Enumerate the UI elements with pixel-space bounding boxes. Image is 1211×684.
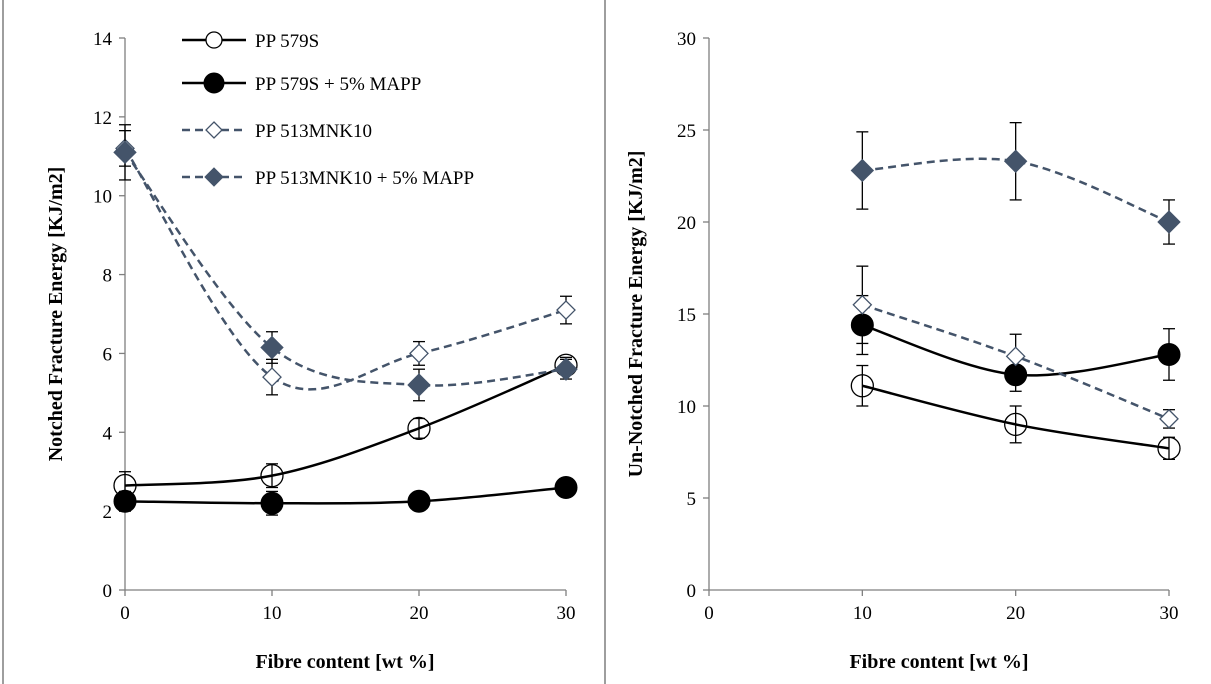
data-point-filled-circle [260,491,284,515]
data-point-open-diamond [409,343,429,364]
data-point-filled-circle [407,489,431,513]
data-point-filled-circle [113,489,137,513]
y-tick-label: 0 [687,581,697,602]
series-line [123,147,567,391]
legend: PP 579S PP 579S + 5% MAPP PP 513MNK10 PP… [182,31,474,189]
series-line [124,364,567,487]
data-point-filled-circle [1157,342,1181,366]
y-axis-title: Un-Notched Fracture Energy [KJ/m2] [625,151,647,478]
y-tick-label: 20 [677,213,696,234]
legend-marker-open-circle [205,31,223,49]
x-tick-label: 30 [557,603,576,624]
data-point-filled-diamond [1003,149,1028,173]
y-tick-label: 4 [103,423,113,444]
data-point-filled-circle [554,475,578,499]
data-point-open-circle [850,374,874,398]
x-axis-title: Fibre content [wt %] [849,651,1028,673]
x-tick-label: 20 [410,603,429,624]
legend-item-pp-513mnk10-mapp: PP 513MNK10 + 5% MAPP [182,167,474,189]
legend-item-pp-579s: PP 579S [182,31,319,52]
series-3 [852,265,1179,429]
data-point-filled-diamond [260,335,284,360]
y-tick-label: 2 [103,502,113,523]
series-4 [113,124,578,402]
series-line [124,486,567,505]
legend-label-pp-513mnk10: PP 513MNK10 [255,121,372,142]
x-tick-label: 10 [853,603,872,624]
legend-marker-open-diamond [205,121,223,139]
data-point-open-circle [407,416,431,440]
legend-label-pp-579s-mapp: PP 579S + 5% MAPP [255,74,421,95]
x-axis-title: Fibre content [wt %] [255,651,434,673]
y-tick-label: 12 [93,108,112,129]
y-tick-label: 8 [103,266,113,287]
y-tick-label: 25 [677,121,696,142]
x-tick-label: 0 [704,603,714,624]
notched-chart: 0 2 4 6 8 10 12 14 0 10 20 30 Fibre content [wt %] No… [45,29,578,673]
unnotched-chart: 0 5 10 15 20 25 30 0 10 20 30 Fibre content [wt %] U… [625,29,1181,673]
x-tick-label: 0 [120,603,130,624]
data-point-filled-diamond [407,373,431,397]
series-4 [850,121,1181,245]
y-tick-label: 14 [93,29,113,50]
x-tick-label: 30 [1160,603,1179,624]
y-tick-label: 6 [103,344,113,365]
legend-marker-filled-diamond [204,167,224,187]
y-tick-label: 10 [677,397,696,418]
legend-item-pp-579s-mapp: PP 579S + 5% MAPP [182,72,421,95]
data-point-filled-diamond [1157,210,1181,234]
x-tick-label: 20 [1006,603,1025,624]
legend-label-pp-579s: PP 579S [255,31,319,52]
data-point-open-diamond [556,300,576,320]
data-point-filled-diamond [113,140,137,165]
legend-label-pp-513mnk10-mapp: PP 513MNK10 + 5% MAPP [255,168,474,189]
y-tick-label: 15 [677,305,696,326]
y-tick-label: 5 [687,489,697,510]
data-point-open-diamond [1005,346,1026,367]
data-point-filled-diamond [850,158,875,183]
x-tick-label: 10 [263,603,282,624]
legend-item-pp-513mnk10: PP 513MNK10 [182,121,372,142]
data-point-open-circle [1004,412,1028,437]
data-point-open-circle [260,464,284,488]
series-2 [113,475,578,516]
y-tick-label: 10 [93,187,112,208]
series-line [124,151,567,387]
y-tick-label: 30 [677,29,696,50]
data-point-open-diamond [1159,408,1179,429]
y-axis-title: Notched Fracture Energy [KJ/m2] [45,167,67,462]
data-point-open-diamond [262,367,282,388]
series-1 [850,364,1181,461]
y-tick-label: 0 [103,581,113,602]
data-point-open-diamond [852,294,873,315]
series-line [862,157,1170,224]
data-point-open-circle [1157,436,1181,460]
legend-marker-filled-circle [203,72,225,94]
data-point-filled-diamond [554,357,578,381]
